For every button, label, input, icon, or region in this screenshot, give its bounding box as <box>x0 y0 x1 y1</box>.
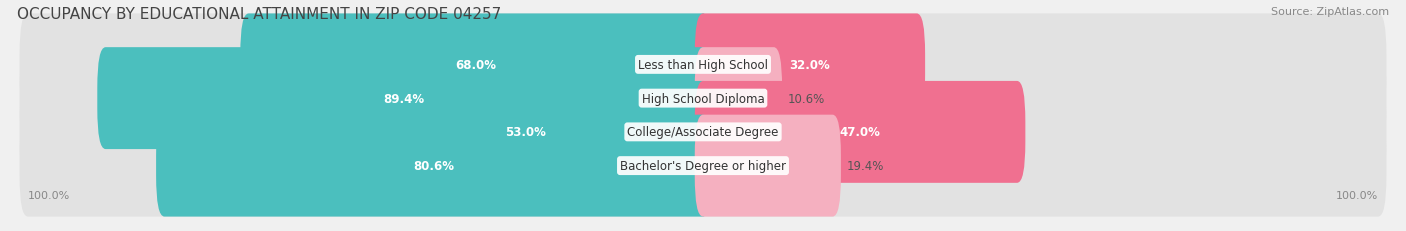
FancyBboxPatch shape <box>695 82 1025 183</box>
Text: OCCUPANCY BY EDUCATIONAL ATTAINMENT IN ZIP CODE 04257: OCCUPANCY BY EDUCATIONAL ATTAINMENT IN Z… <box>17 7 501 22</box>
Text: 68.0%: 68.0% <box>456 59 496 72</box>
Text: Bachelor's Degree or higher: Bachelor's Degree or higher <box>620 159 786 172</box>
Text: 53.0%: 53.0% <box>506 126 547 139</box>
FancyBboxPatch shape <box>695 115 1386 217</box>
Text: 32.0%: 32.0% <box>790 59 831 72</box>
FancyBboxPatch shape <box>20 48 711 149</box>
FancyBboxPatch shape <box>97 48 711 149</box>
Text: 100.0%: 100.0% <box>1336 190 1378 200</box>
FancyBboxPatch shape <box>695 14 925 116</box>
FancyBboxPatch shape <box>20 82 711 183</box>
FancyBboxPatch shape <box>240 14 711 116</box>
FancyBboxPatch shape <box>340 82 711 183</box>
FancyBboxPatch shape <box>695 82 1386 183</box>
Text: 89.4%: 89.4% <box>384 92 425 105</box>
FancyBboxPatch shape <box>695 48 1386 149</box>
FancyBboxPatch shape <box>156 115 711 217</box>
FancyBboxPatch shape <box>695 48 782 149</box>
Text: College/Associate Degree: College/Associate Degree <box>627 126 779 139</box>
Text: Less than High School: Less than High School <box>638 59 768 72</box>
Text: Source: ZipAtlas.com: Source: ZipAtlas.com <box>1271 7 1389 17</box>
Text: High School Diploma: High School Diploma <box>641 92 765 105</box>
Text: 47.0%: 47.0% <box>839 126 880 139</box>
FancyBboxPatch shape <box>695 115 841 217</box>
Text: 80.6%: 80.6% <box>413 159 454 172</box>
FancyBboxPatch shape <box>695 14 1386 116</box>
FancyBboxPatch shape <box>20 14 711 116</box>
Text: 100.0%: 100.0% <box>28 190 70 200</box>
Text: 10.6%: 10.6% <box>787 92 825 105</box>
Text: 19.4%: 19.4% <box>846 159 884 172</box>
FancyBboxPatch shape <box>20 115 711 217</box>
